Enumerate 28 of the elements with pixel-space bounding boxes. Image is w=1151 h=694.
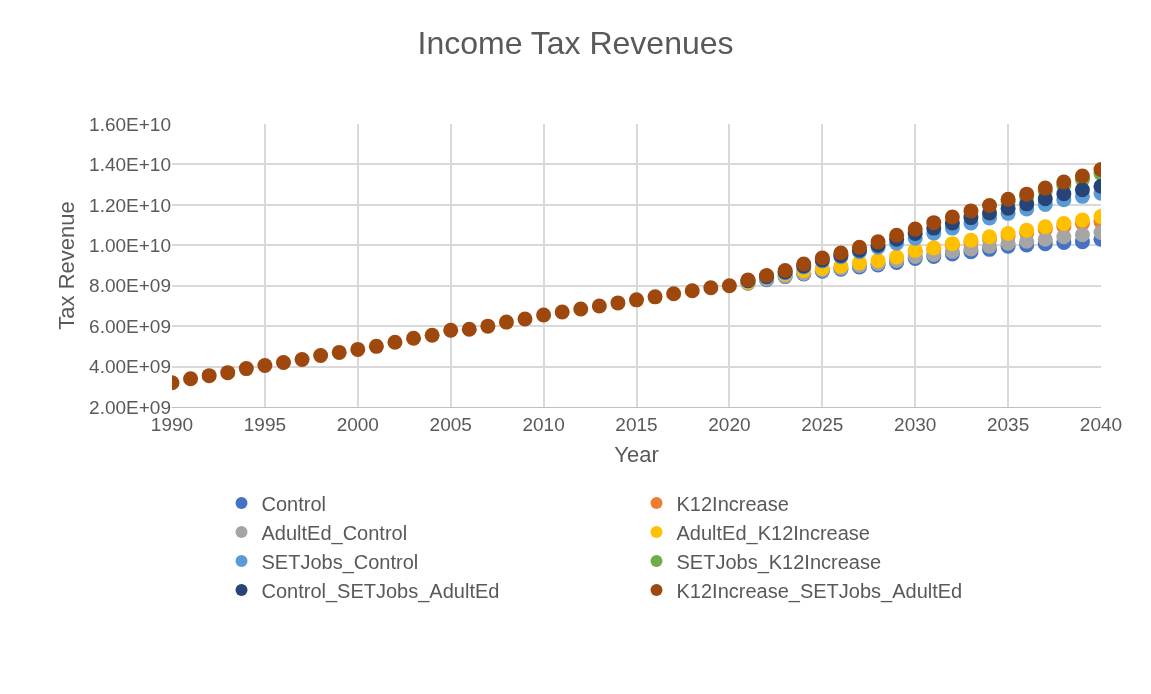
x-tick-label: 2015 [615, 413, 658, 435]
x-tick-label: 2020 [708, 413, 751, 435]
x-tick-label: 2000 [336, 413, 379, 435]
x-tick-label: 2040 [1079, 413, 1123, 435]
legend-label: Control [261, 492, 326, 515]
x-tick-label: 1995 [243, 413, 287, 435]
y-tick-label: 6.00E+09 [89, 315, 171, 337]
legend-label: AdultEd_Control [261, 521, 408, 545]
chart-title: Income Tax Revenues [417, 24, 734, 61]
y-tick-label: 8.00E+09 [89, 275, 171, 297]
legend-label: AdultEd_K12Increase [676, 521, 870, 545]
legend-label: K12Increase [676, 492, 789, 515]
y-tick-label: 4.00E+09 [89, 356, 171, 378]
y-tick-label: 1.40E+10 [89, 154, 171, 176]
y-tick-label: 1.60E+10 [89, 113, 171, 135]
legend-label: Control_SETJobs_AdultEd [261, 579, 500, 603]
x-tick-label: 2005 [429, 413, 472, 435]
x-tick-label: 2035 [986, 413, 1030, 435]
y-tick-label: 1.20E+10 [89, 194, 171, 216]
y-axis-title: Tax Revenue [53, 201, 79, 330]
y-tick-label: 1.00E+10 [89, 234, 171, 256]
legend-label: K12Increase_SETJobs_AdultEd [676, 579, 963, 603]
legend-label: SETJobs_K12Increase [676, 550, 882, 574]
x-axis-title: Year [614, 441, 659, 467]
x-tick-label: 2010 [522, 413, 565, 435]
x-tick-label: 2030 [894, 413, 937, 435]
x-tick-label: 2025 [801, 413, 844, 435]
legend-label: SETJobs_Control [261, 550, 419, 574]
